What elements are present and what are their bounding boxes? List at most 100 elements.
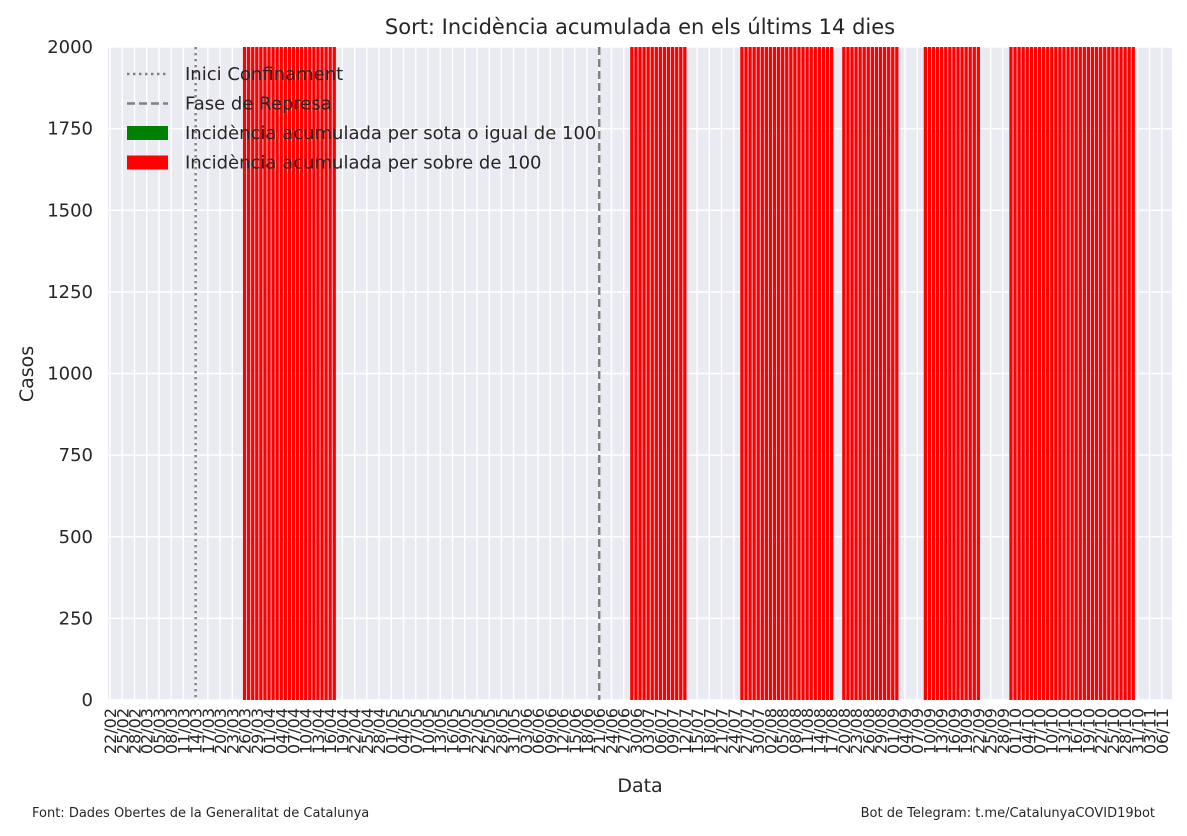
x-tick-label: 25/02 (113, 708, 132, 754)
bar (744, 47, 748, 700)
bar (935, 47, 940, 700)
x-tick-label: 07/04 (284, 708, 303, 754)
x-tick-label: 21/06 (590, 708, 609, 754)
bar (1119, 47, 1123, 700)
bar (952, 47, 956, 700)
bar (931, 47, 936, 700)
bar (1090, 47, 1095, 700)
legend-label: Incidència acumulada per sobre de 100 (185, 153, 541, 174)
x-tick-label: 28/05 (492, 708, 511, 754)
x-tick-label: 10/05 (419, 708, 438, 754)
y-tick-label: 750 (59, 445, 93, 466)
x-tick-label: 30/06 (627, 708, 646, 754)
x-tick-label: 19/05 (456, 708, 475, 754)
y-axis-label: Casos (16, 346, 38, 402)
bar (846, 47, 850, 700)
x-tick-label: 30/07 (749, 708, 768, 754)
bar (878, 47, 883, 700)
bar (654, 47, 658, 700)
x-tick-label: 26/08 (859, 708, 878, 754)
x-tick-label: 15/07 (688, 708, 707, 754)
bar (267, 47, 271, 700)
x-tick-label: 18/06 (578, 708, 597, 754)
y-tick-label: 1500 (47, 200, 93, 221)
bar (968, 47, 972, 700)
x-tick-label: 18/07 (700, 708, 719, 754)
bar (870, 47, 874, 700)
bar (1021, 47, 1025, 700)
bar (964, 47, 968, 700)
x-tick-label: 20/08 (835, 708, 854, 754)
bar (1099, 47, 1103, 700)
bar (1041, 47, 1046, 700)
x-tick-label: 11/08 (798, 708, 817, 754)
bar (666, 47, 671, 700)
x-tick-label: 27/06 (615, 708, 634, 754)
x-tick-label: 25/05 (480, 708, 499, 754)
bar (1033, 47, 1038, 700)
x-tick-label: 10/04 (297, 708, 316, 754)
x-tick-label: 17/08 (823, 708, 842, 754)
bar (312, 47, 316, 700)
bar (1062, 47, 1066, 700)
x-tick-label: 02/08 (761, 708, 780, 754)
x-tick-label: 04/05 (395, 708, 414, 754)
x-tick-label: 25/09 (982, 708, 1001, 754)
bar (776, 47, 781, 700)
bar (295, 47, 300, 700)
bar (821, 47, 826, 700)
bar (1123, 47, 1127, 700)
x-tick-label: 01/05 (382, 708, 401, 754)
bar (781, 47, 785, 700)
bar (291, 47, 296, 700)
x-tick-label: 22/10 (1092, 708, 1111, 754)
x-tick-label: 10/09 (920, 708, 939, 754)
bar (764, 47, 769, 700)
x-tick-label: 13/10 (1055, 708, 1074, 754)
bar (801, 47, 805, 700)
bar (1107, 47, 1111, 700)
x-tick-label: 08/03 (162, 708, 181, 754)
y-tick-label: 250 (59, 608, 93, 629)
bar (675, 47, 679, 700)
bar (324, 47, 328, 700)
bar (658, 47, 663, 700)
x-tick-label: 23/08 (847, 708, 866, 754)
x-tick-label: 27/07 (737, 708, 756, 754)
bar (740, 47, 744, 700)
x-tick-label: 04/09 (896, 708, 915, 754)
bar (1058, 47, 1062, 700)
bar (630, 47, 634, 700)
bar (1115, 47, 1119, 700)
bar (793, 47, 797, 700)
x-tick-label: 29/08 (872, 708, 891, 754)
bar (242, 47, 247, 700)
x-tick-label: 25/04 (358, 708, 377, 754)
bar (866, 47, 870, 700)
y-tick-label: 1750 (47, 119, 93, 140)
bar (805, 47, 809, 700)
legend-label: Fase de Represa (185, 94, 332, 115)
bar (813, 47, 817, 700)
bar (862, 47, 866, 700)
x-tick-label: 05/08 (774, 708, 793, 754)
bar (1103, 47, 1107, 700)
x-tick-label: 28/04 (370, 708, 389, 754)
x-tick-label: 07/09 (908, 708, 927, 754)
bar (1037, 47, 1042, 700)
bar (328, 47, 332, 700)
bar (940, 47, 944, 700)
bar (1078, 47, 1082, 700)
x-tick-label: 16/10 (1067, 708, 1086, 754)
x-tick-label: 13/04 (309, 708, 328, 754)
x-tick-label: 11/03 (174, 708, 193, 754)
x-tick-label: 16/04 (321, 708, 340, 754)
y-tick-label: 500 (59, 527, 93, 548)
x-tick-label: 22/05 (468, 708, 487, 754)
x-tick-label: 06/11 (1153, 708, 1172, 754)
bar (829, 47, 834, 700)
bar (748, 47, 752, 700)
bar (251, 47, 255, 700)
x-tick-label: 06/07 (651, 708, 670, 754)
